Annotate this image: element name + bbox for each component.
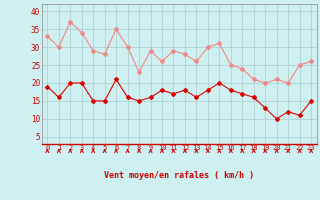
X-axis label: Vent moyen/en rafales ( km/h ): Vent moyen/en rafales ( km/h ) — [104, 171, 254, 180]
